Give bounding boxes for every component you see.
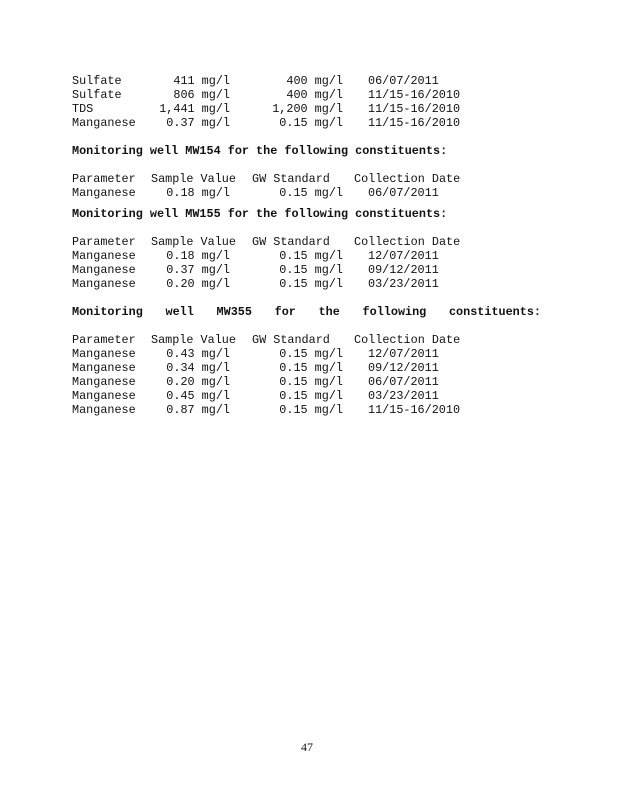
table-row: Manganese 0.37 mg/l 0.15 mg/l 11/15-16/2010 <box>0 116 619 130</box>
parameter-cell: Manganese <box>72 249 136 263</box>
gw-standard-cell: 0.15 mg/l <box>279 347 343 361</box>
parameter-cell: Manganese <box>72 263 136 277</box>
collection-date-cell: 06/07/2011 <box>368 74 439 88</box>
sample-value-cell: 0.18 mg/l <box>166 249 230 263</box>
table-row: Manganese 0.87 mg/l 0.15 mg/l 11/15-16/2010 <box>0 403 619 417</box>
sample-value-cell: 0.45 mg/l <box>166 389 230 403</box>
column-header-row: Parameter Sample Value GW Standard Collecti… <box>0 235 619 249</box>
sample-value-cell: 0.18 mg/l <box>166 186 230 200</box>
parameter-cell: TDS <box>72 102 94 116</box>
collection-date-cell: 06/07/2011 <box>368 375 439 389</box>
sample-value-cell: 0.87 mg/l <box>166 403 230 417</box>
collection-date-cell: 09/12/2011 <box>368 361 439 375</box>
table-row: Manganese 0.18 mg/l 0.15 mg/l 12/07/2011 <box>0 249 619 263</box>
sample-value-cell: 0.20 mg/l <box>166 277 230 291</box>
gw-standard-cell: 0.15 mg/l <box>279 361 343 375</box>
sample-value-cell: 1,441 mg/l <box>159 102 230 116</box>
collection-date-cell: 03/23/2011 <box>368 277 439 291</box>
heading-word: the <box>318 305 340 319</box>
collection-date-cell: 12/07/2011 <box>368 347 439 361</box>
heading-word: constituents: <box>448 305 541 319</box>
column-header-row: Parameter Sample Value GW Standard Collecti… <box>0 333 619 347</box>
sample-value-cell: 0.37 mg/l <box>166 263 230 277</box>
gw-standard-cell: 0.15 mg/l <box>279 389 343 403</box>
heading-word: for <box>274 305 296 319</box>
gw-standard-cell: 0.15 mg/l <box>279 375 343 389</box>
sample-value-cell: 806 mg/l <box>173 88 230 102</box>
column-header: GW Standard <box>252 333 330 347</box>
table-row: Manganese 0.43 mg/l 0.15 mg/l 12/07/2011 <box>0 347 619 361</box>
sample-value-cell: 0.34 mg/l <box>166 361 230 375</box>
column-header: Parameter <box>72 333 136 347</box>
column-header: Sample Value <box>151 333 236 347</box>
parameter-cell: Manganese <box>72 389 136 403</box>
heading-word: MW355 <box>216 305 252 319</box>
column-header: Sample Value <box>151 172 236 186</box>
parameter-cell: Manganese <box>72 375 136 389</box>
gw-standard-cell: 0.15 mg/l <box>279 403 343 417</box>
parameter-cell: Manganese <box>72 116 136 130</box>
column-header: Collection Date <box>354 333 461 347</box>
heading-word: following <box>362 305 427 319</box>
collection-date-cell: 11/15-16/2010 <box>368 102 461 116</box>
collection-date-cell: 09/12/2011 <box>368 263 439 277</box>
sample-value-cell: 0.20 mg/l <box>166 375 230 389</box>
sample-value-cell: 0.43 mg/l <box>166 347 230 361</box>
collection-date-cell: 11/15-16/2010 <box>368 88 461 102</box>
table-row: Manganese 0.20 mg/l 0.15 mg/l 03/23/2011 <box>0 277 619 291</box>
heading-word: well <box>165 305 194 319</box>
table-row: Manganese 0.34 mg/l 0.15 mg/l 09/12/2011 <box>0 361 619 375</box>
parameter-cell: Manganese <box>72 186 136 200</box>
collection-date-cell: 11/15-16/2010 <box>368 403 461 417</box>
parameter-cell: Manganese <box>72 347 136 361</box>
sample-value-cell: 0.37 mg/l <box>166 116 230 130</box>
gw-standard-cell: 0.15 mg/l <box>279 263 343 277</box>
section-heading: Monitoring well MW154 for the following … <box>0 144 619 158</box>
column-header: GW Standard <box>252 172 330 186</box>
section-heading: Monitoring well MW355 for the following consti… <box>0 305 619 319</box>
column-header: Collection Date <box>354 235 461 249</box>
section-heading-text: Monitoring well MW154 for the following … <box>72 144 448 158</box>
table-row: TDS 1,441 mg/l 1,200 mg/l 11/15-16/2010 <box>0 102 619 116</box>
gw-standard-cell: 0.15 mg/l <box>279 277 343 291</box>
collection-date-cell: 06/07/2011 <box>368 186 439 200</box>
table-row: Sulfate 411 mg/l 400 mg/l 06/07/2011 <box>0 74 619 88</box>
table-row: Manganese 0.18 mg/l 0.15 mg/l 06/07/2011 <box>0 186 619 200</box>
page-number: 47 <box>301 740 313 754</box>
section-heading: Monitoring well MW155 for the following … <box>0 207 619 221</box>
gw-standard-cell: 0.15 mg/l <box>279 186 343 200</box>
table-row: Sulfate 806 mg/l 400 mg/l 11/15-16/2010 <box>0 88 619 102</box>
table-row: Manganese 0.37 mg/l 0.15 mg/l 09/12/2011 <box>0 263 619 277</box>
collection-date-cell: 11/15-16/2010 <box>368 116 461 130</box>
column-header: Parameter <box>72 235 136 249</box>
column-header: Sample Value <box>151 235 236 249</box>
parameter-cell: Manganese <box>72 403 136 417</box>
column-header-row: Parameter Sample Value GW Standard Collecti… <box>0 172 619 186</box>
gw-standard-cell: 1,200 mg/l <box>272 102 343 116</box>
column-header: Collection Date <box>354 172 461 186</box>
sample-value-cell: 411 mg/l <box>173 74 230 88</box>
gw-standard-cell: 400 mg/l <box>286 74 343 88</box>
collection-date-cell: 12/07/2011 <box>368 249 439 263</box>
column-header: GW Standard <box>252 235 330 249</box>
parameter-cell: Manganese <box>72 277 136 291</box>
parameter-cell: Sulfate <box>72 74 122 88</box>
column-header: Parameter <box>72 172 136 186</box>
collection-date-cell: 03/23/2011 <box>368 389 439 403</box>
heading-word: Monitoring <box>72 305 143 319</box>
gw-standard-cell: 0.15 mg/l <box>279 116 343 130</box>
gw-standard-cell: 0.15 mg/l <box>279 249 343 263</box>
table-row: Manganese 0.20 mg/l 0.15 mg/l 06/07/2011 <box>0 375 619 389</box>
section-heading-text: Monitoring well MW155 for the following … <box>72 207 448 221</box>
table-row: Manganese 0.45 mg/l 0.15 mg/l 03/23/2011 <box>0 389 619 403</box>
parameter-cell: Sulfate <box>72 88 122 102</box>
parameter-cell: Manganese <box>72 361 136 375</box>
gw-standard-cell: 400 mg/l <box>286 88 343 102</box>
section-heading-text: Monitoring well MW355 for the following consti… <box>72 305 541 319</box>
